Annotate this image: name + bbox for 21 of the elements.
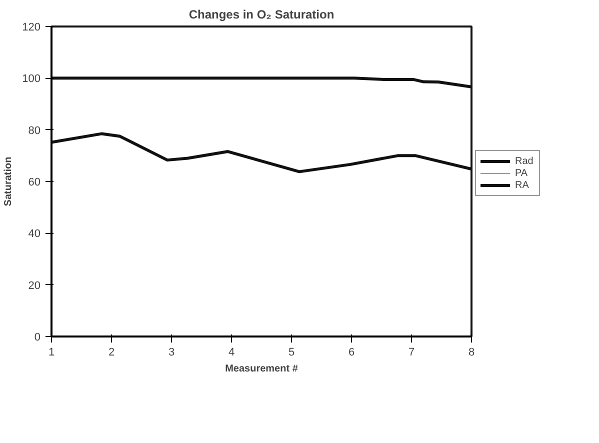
x-tick-label: 7 bbox=[408, 346, 415, 358]
x-tick-label: 1 bbox=[48, 346, 55, 358]
y-tick-label: 120 bbox=[22, 22, 41, 34]
x-tick-label: 4 bbox=[228, 346, 235, 358]
legend-label: PA bbox=[515, 167, 529, 179]
y-tick-label: 80 bbox=[28, 124, 41, 137]
x-tick-label: 5 bbox=[288, 346, 295, 358]
y-tick-label: 40 bbox=[28, 228, 41, 240]
legend-label: Rad bbox=[515, 155, 534, 167]
x-tick-label: 6 bbox=[348, 346, 355, 358]
chart-title: Changes in O₂ Saturation bbox=[188, 8, 334, 22]
y-tick-label: 60 bbox=[28, 176, 41, 188]
x-tick-label: 2 bbox=[108, 346, 115, 358]
legend-label: RA bbox=[515, 179, 530, 191]
y-tick-label: 20 bbox=[28, 280, 41, 292]
y-tick-label: 100 bbox=[22, 73, 41, 86]
x-tick-label: 3 bbox=[168, 346, 175, 358]
x-axis-title: Measurement # bbox=[225, 364, 298, 374]
y-axis-title: Saturation bbox=[3, 156, 14, 206]
y-tick-label: 0 bbox=[34, 332, 41, 344]
x-tick-label: 8 bbox=[468, 346, 475, 358]
